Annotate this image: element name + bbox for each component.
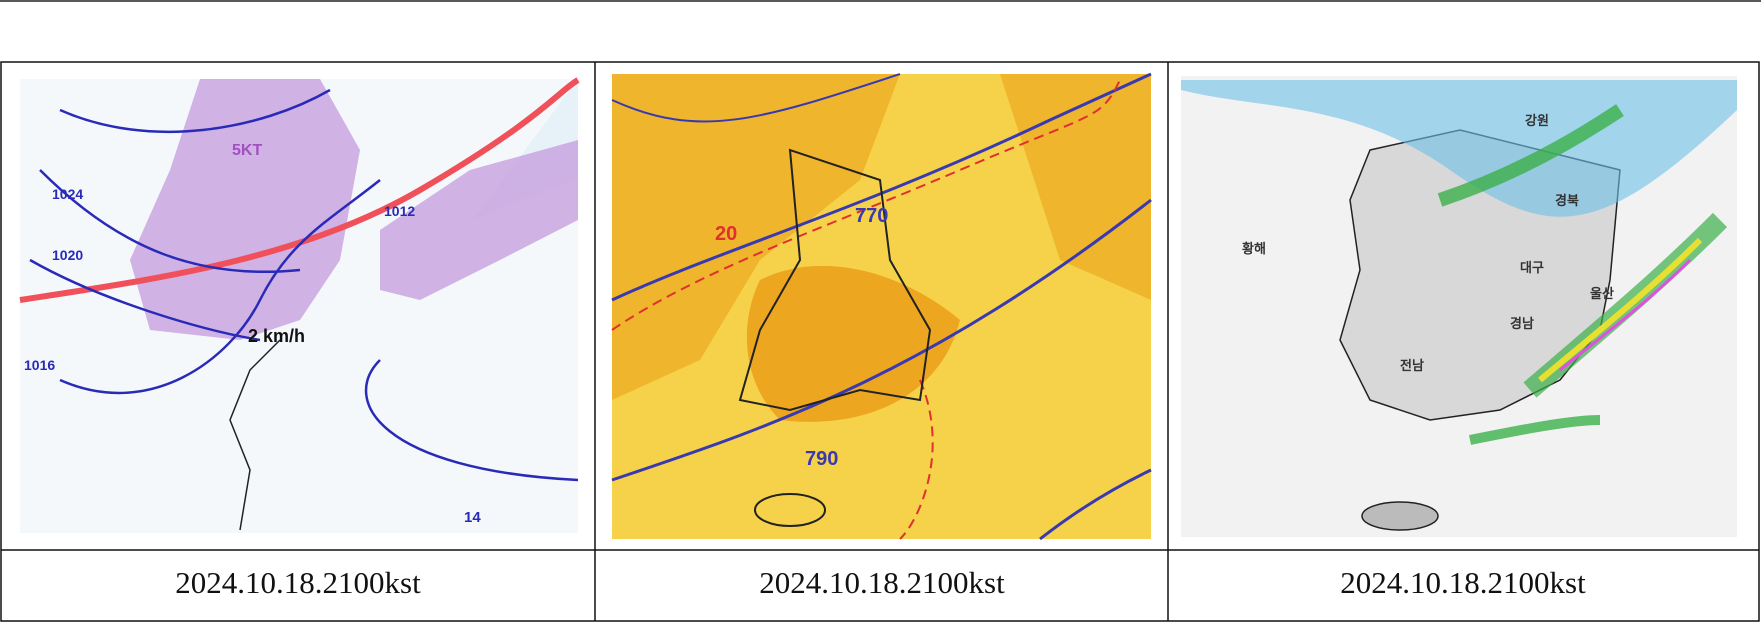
map-label: 대구 — [1520, 260, 1544, 275]
surface-map: 1024 1020 1016 1012 14 5KT 2 km/h — [19, 77, 580, 533]
upper-air-map: 770 790 20 — [611, 72, 1152, 541]
table — [0, 61, 1760, 622]
caption: 2024.10.18.2100kst — [759, 565, 1005, 600]
map-label: 2 km/h — [248, 326, 305, 346]
map-label: 1020 — [52, 247, 83, 263]
map-label: 5KT — [232, 142, 262, 159]
map-label: 770 — [855, 205, 888, 227]
caption: 2024.10.18.2100kst — [1340, 565, 1586, 600]
map-label: 경남 — [1510, 316, 1534, 331]
map-label: 울산 — [1590, 286, 1614, 301]
map-label: 전남 — [1400, 358, 1424, 373]
table-border — [0, 61, 1760, 622]
map-label: 경북 — [1555, 193, 1579, 208]
map-label: 790 — [805, 448, 838, 470]
map-label: 14 — [464, 509, 481, 526]
map-label: 황해 — [1242, 241, 1266, 256]
map-label: 1016 — [24, 357, 55, 373]
map-label: 20 — [715, 223, 737, 245]
caption: 2024.10.18.2100kst — [175, 565, 421, 600]
map-label: 1012 — [384, 203, 415, 219]
map-label: 강원 — [1525, 113, 1549, 128]
map-label: 1024 — [52, 186, 83, 202]
radar-map: 강원 황해 경북 대구 경남 전남 울산 — [1181, 76, 1737, 537]
